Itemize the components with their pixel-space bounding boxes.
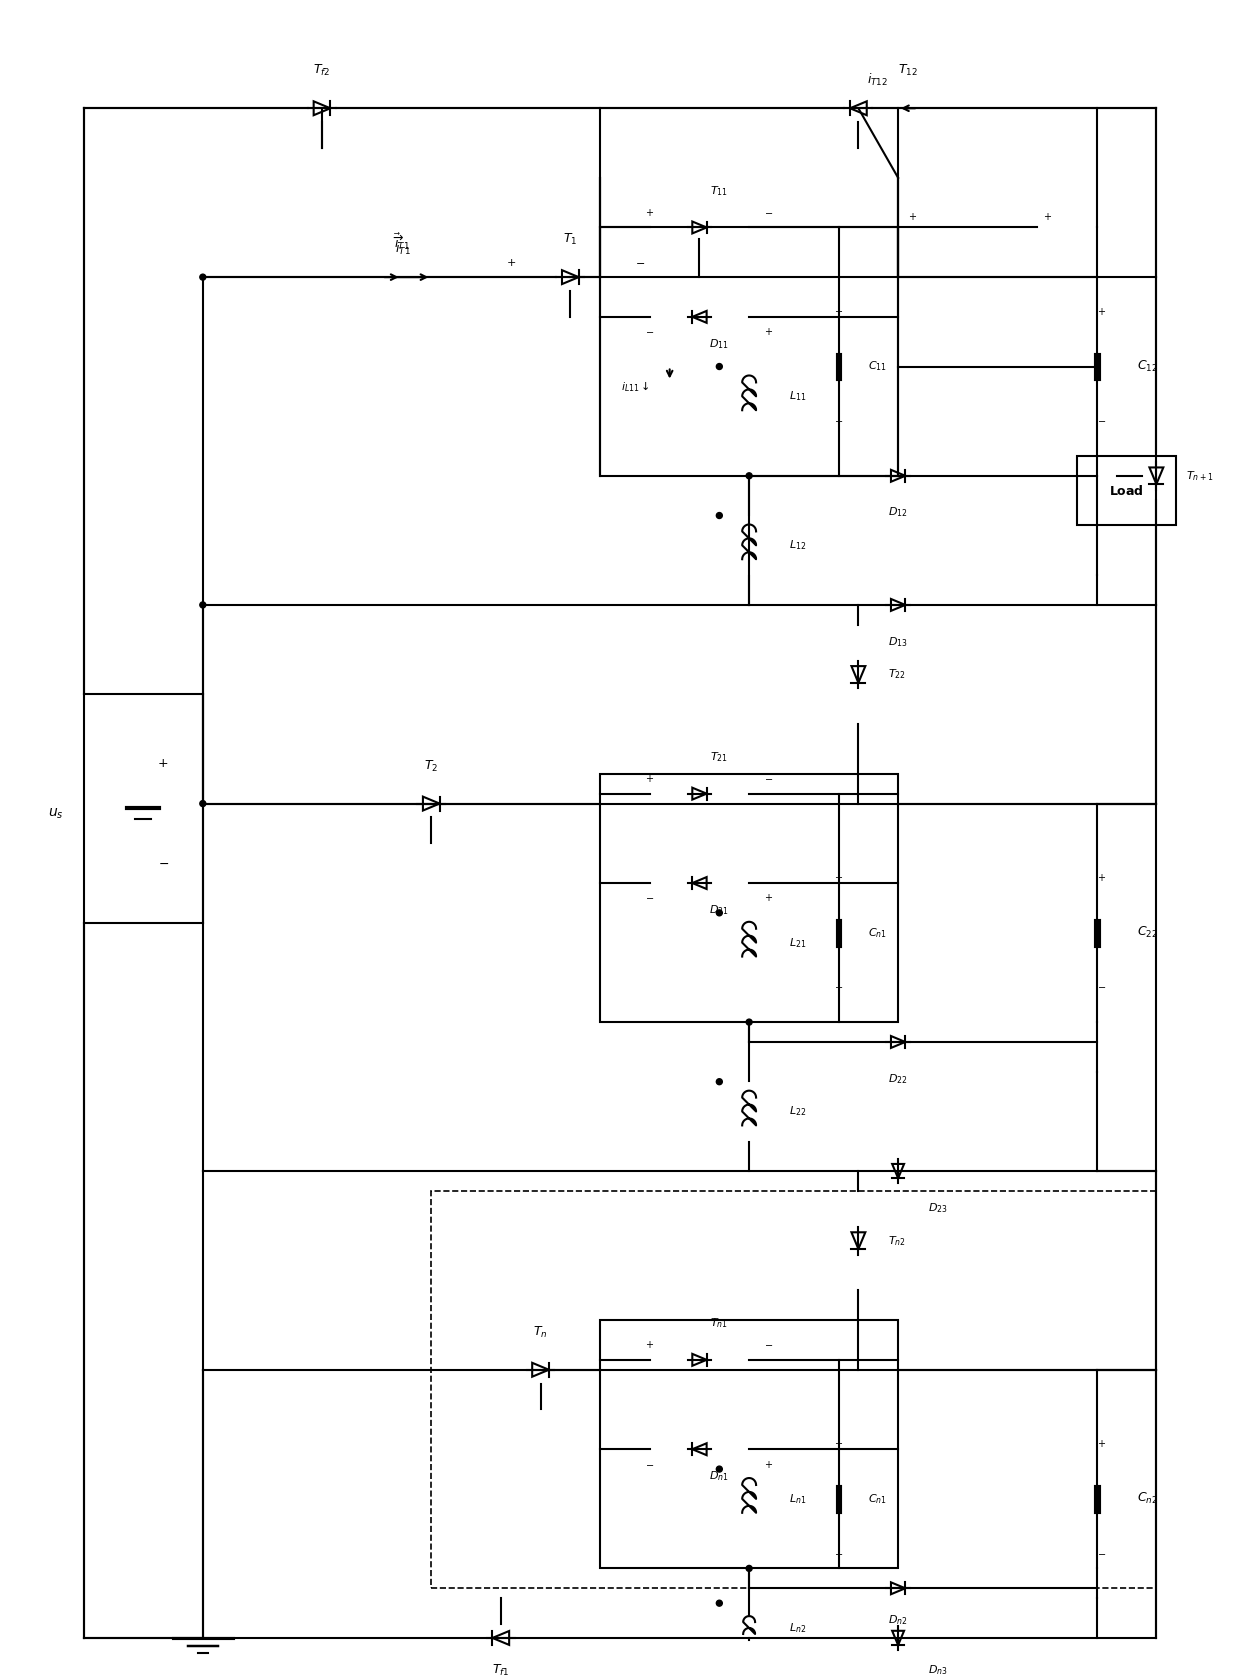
Text: $-$: $-$ xyxy=(635,257,645,267)
Text: $T_{11}$: $T_{11}$ xyxy=(711,185,728,198)
Text: $+$: $+$ xyxy=(1097,871,1106,883)
Text: $L_{n2}$: $L_{n2}$ xyxy=(789,1622,806,1635)
Text: $D_{n3}$: $D_{n3}$ xyxy=(928,1662,947,1677)
Text: $T_{n1}$: $T_{n1}$ xyxy=(711,1316,728,1330)
Text: $+$: $+$ xyxy=(645,774,655,784)
Circle shape xyxy=(200,603,206,608)
Text: $i_{T12}$: $i_{T12}$ xyxy=(867,72,888,89)
Text: $+$: $+$ xyxy=(765,326,774,337)
Text: $+$: $+$ xyxy=(157,757,169,771)
Text: $T_2$: $T_2$ xyxy=(424,759,439,774)
Text: $D_{11}$: $D_{11}$ xyxy=(709,337,729,351)
Text: $-$: $-$ xyxy=(645,893,655,902)
Text: $u_s$: $u_s$ xyxy=(48,806,63,821)
Text: $-$: $-$ xyxy=(764,208,774,217)
Text: $\mathbf{Load}$: $\mathbf{Load}$ xyxy=(1109,484,1145,497)
Circle shape xyxy=(200,801,206,806)
Bar xyxy=(600,774,898,1023)
Circle shape xyxy=(200,274,206,280)
Text: $+$: $+$ xyxy=(765,1459,774,1469)
Circle shape xyxy=(746,1565,753,1572)
Text: $T_{12}$: $T_{12}$ xyxy=(898,64,918,79)
Text: $D_{n1}$: $D_{n1}$ xyxy=(709,1469,729,1483)
Bar xyxy=(600,227,898,475)
Circle shape xyxy=(746,473,753,479)
Text: $\vec{i}_{T1}$: $\vec{i}_{T1}$ xyxy=(393,232,409,252)
Text: $\overrightarrow{i}_{T1}$: $\overrightarrow{i}_{T1}$ xyxy=(393,233,410,257)
Text: $L_{n1}$: $L_{n1}$ xyxy=(789,1493,806,1506)
Text: $+$: $+$ xyxy=(765,893,774,903)
Text: $+$: $+$ xyxy=(908,212,918,223)
Circle shape xyxy=(717,1078,723,1085)
Text: $-$: $-$ xyxy=(835,982,843,991)
Text: $+$: $+$ xyxy=(506,257,516,267)
Text: $C_{11}$: $C_{11}$ xyxy=(868,359,888,373)
Text: $-$: $-$ xyxy=(835,1548,843,1558)
Text: $T_{n+1}$: $T_{n+1}$ xyxy=(1187,468,1214,482)
Text: $+$: $+$ xyxy=(1097,1439,1106,1449)
Text: $D_{21}$: $D_{21}$ xyxy=(709,903,729,917)
Text: $D_{13}$: $D_{13}$ xyxy=(888,635,908,648)
Text: $-$: $-$ xyxy=(645,327,655,336)
Text: $C_{22}$: $C_{22}$ xyxy=(1137,925,1157,940)
Text: $T_{f2}$: $T_{f2}$ xyxy=(314,64,331,79)
Circle shape xyxy=(717,1600,723,1607)
Text: $-$: $-$ xyxy=(835,416,843,425)
Text: $L_{11}$: $L_{11}$ xyxy=(789,390,806,403)
Circle shape xyxy=(717,910,723,915)
Text: $D_{23}$: $D_{23}$ xyxy=(928,1200,947,1214)
Text: $-$: $-$ xyxy=(1097,416,1106,425)
Text: $+$: $+$ xyxy=(645,1340,655,1350)
Text: $+$: $+$ xyxy=(835,1439,843,1449)
Text: $-$: $-$ xyxy=(764,774,774,782)
Circle shape xyxy=(717,1466,723,1472)
Text: $D_{12}$: $D_{12}$ xyxy=(888,505,908,519)
Bar xyxy=(432,1190,1157,1588)
Text: $T_n$: $T_n$ xyxy=(533,1325,548,1340)
Text: $C_{n2}$: $C_{n2}$ xyxy=(1137,1491,1157,1506)
Text: $D_{n2}$: $D_{n2}$ xyxy=(888,1614,908,1627)
Text: $-$: $-$ xyxy=(1097,1548,1106,1558)
Circle shape xyxy=(717,364,723,369)
Text: $i_{L11}\downarrow$: $i_{L11}\downarrow$ xyxy=(621,379,650,395)
Circle shape xyxy=(717,512,723,519)
Text: $T_{22}$: $T_{22}$ xyxy=(888,668,906,682)
Text: $C_{n1}$: $C_{n1}$ xyxy=(868,1493,888,1506)
Text: $+$: $+$ xyxy=(835,306,843,317)
Bar xyxy=(1076,457,1177,526)
Text: $-$: $-$ xyxy=(1097,982,1106,991)
Circle shape xyxy=(746,1019,753,1026)
Text: $D_{22}$: $D_{22}$ xyxy=(888,1071,908,1086)
Text: $L_{21}$: $L_{21}$ xyxy=(789,935,806,950)
Text: $-$: $-$ xyxy=(157,856,169,870)
Text: $T_{21}$: $T_{21}$ xyxy=(711,751,728,764)
Text: $C_{12}$: $C_{12}$ xyxy=(1137,359,1157,374)
Text: $L_{12}$: $L_{12}$ xyxy=(789,539,806,552)
Bar xyxy=(600,1320,898,1568)
Text: $L_{22}$: $L_{22}$ xyxy=(789,1105,806,1118)
Text: $-$: $-$ xyxy=(645,1459,655,1469)
Text: $-$: $-$ xyxy=(764,1340,774,1350)
Text: $T_{n2}$: $T_{n2}$ xyxy=(888,1234,906,1247)
Text: $+$: $+$ xyxy=(1043,212,1052,223)
Text: $T_1$: $T_1$ xyxy=(563,232,578,247)
Text: $T_{f1}$: $T_{f1}$ xyxy=(492,1662,510,1677)
Text: $+$: $+$ xyxy=(1097,306,1106,317)
Text: $C_{n1}$: $C_{n1}$ xyxy=(868,925,888,940)
Text: $+$: $+$ xyxy=(835,871,843,883)
Text: $+$: $+$ xyxy=(645,207,655,218)
